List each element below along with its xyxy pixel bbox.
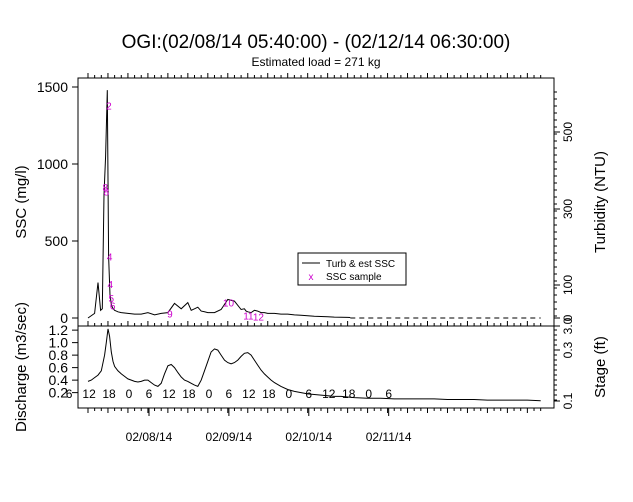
discharge-tick-label: 1.0: [49, 335, 69, 351]
legend: Turb & est SSC x SSC sample: [297, 252, 407, 286]
ssc-tick-label: 500: [45, 233, 69, 249]
ssc-axis-title: SSC (mg/l): [13, 165, 30, 238]
discharge-tick-label: 0.4: [49, 372, 69, 388]
ssc-tick-label: 1500: [37, 79, 68, 95]
ssc-sample-point: 2: [106, 101, 112, 112]
stage-tick-label: 0.3: [561, 341, 575, 358]
ssc-sample-point: 8: [104, 188, 110, 199]
date-label: 02/09/14: [206, 430, 253, 444]
hour-label: 18: [342, 387, 356, 401]
ssc-sample-point: 10: [223, 299, 235, 310]
ssc-sample-point: 8: [103, 183, 109, 194]
date-label: 02/10/14: [285, 430, 332, 444]
ssc-axis: 0 500 1000 1500: [37, 79, 78, 326]
ssc-sample-point: 11: [243, 312, 254, 323]
top-axis-ticks: [87, 73, 542, 78]
hour-label: 6: [305, 387, 312, 401]
hour-label: 6: [226, 387, 233, 401]
discharge-tick-label: 1.2: [49, 322, 69, 338]
hour-label: 12: [322, 387, 336, 401]
date-labels-group: 02/08/14 02/09/14 02/10/14 02/11/14: [126, 430, 412, 444]
discharge-tick-label: 0.6: [49, 360, 69, 376]
stage-axis: 0.1 0.3 3.0: [554, 317, 575, 409]
legend-box: [297, 252, 407, 286]
turbidity-tick-label: 300: [561, 199, 575, 219]
hour-label: 0: [365, 387, 372, 401]
ssc-sample-point: 5: [109, 294, 115, 305]
hour-label: 18: [262, 387, 276, 401]
turbidity-axis-title: Turbidity (NTU): [592, 151, 609, 253]
legend-item-sample: SSC sample: [326, 272, 382, 283]
discharge-tick-label: 0.2: [49, 385, 69, 401]
hour-label: 6: [385, 387, 392, 401]
hour-label: 0: [126, 387, 133, 401]
ssc-samples-group: 88 2 4 4 56 9 10 11 12: [103, 101, 265, 323]
hour-label: 0: [206, 387, 213, 401]
legend-sample-swatch: x: [309, 272, 314, 283]
ssc-sample-point: 4: [107, 252, 113, 263]
ssc-sample-point: 6: [110, 302, 116, 313]
legend-item-line: Turb & est SSC: [326, 259, 395, 270]
turbidity-tick-label: 0: [561, 314, 575, 321]
ssc-line: [87, 90, 351, 319]
hour-label: 18: [182, 387, 196, 401]
hour-label: 6: [66, 387, 73, 401]
ssc-sample-point: 12: [253, 312, 265, 323]
top-series-group: [87, 90, 541, 319]
hour-label: 12: [242, 387, 256, 401]
stage-tick-label: 3.0: [561, 317, 575, 334]
discharge-axis: 0.20.40.60.81.01.2: [49, 322, 78, 401]
ssc-sample-point: 4: [108, 280, 114, 291]
ssc-tick-label: 1000: [37, 156, 68, 172]
ssc-tick-label: 0: [60, 310, 68, 326]
hour-label: 0: [285, 387, 292, 401]
hour-label: 12: [82, 387, 96, 401]
hour-label: 18: [102, 387, 116, 401]
bottom-axis-ticks: [87, 408, 542, 416]
mid-axis-ticks: [87, 321, 542, 326]
top-panel-frame: [77, 77, 555, 327]
ssc-sample-point: 9: [167, 309, 173, 320]
discharge-line: [87, 328, 541, 402]
bottom-panel-frame: [77, 325, 555, 409]
date-label: 02/11/14: [366, 430, 412, 444]
discharge-tick-label: 0.8: [49, 347, 69, 363]
date-label: 02/08/14: [126, 430, 173, 444]
chart-title: OGI:(02/08/14 05:40:00) - (02/12/14 06:3…: [122, 32, 511, 53]
turbidity-axis: 0 100 300 500: [554, 91, 575, 321]
turbidity-tick-label: 500: [561, 122, 575, 142]
hour-label: 6: [146, 387, 153, 401]
hour-label: 12: [162, 387, 176, 401]
stage-axis-title: Stage (ft): [592, 336, 609, 398]
discharge-axis-title: Discharge (m3/sec): [13, 302, 30, 432]
discharge-series-group: [87, 328, 541, 402]
turbidity-tick-label: 100: [561, 275, 575, 295]
hour-labels-group: 6 12 18 0 6 12 18 0 6 12 18 0 6 12 18 0 6: [66, 387, 393, 401]
stage-tick-label: 0.1: [561, 392, 575, 409]
chart-subtitle: Estimated load = 271 kg: [251, 55, 380, 69]
